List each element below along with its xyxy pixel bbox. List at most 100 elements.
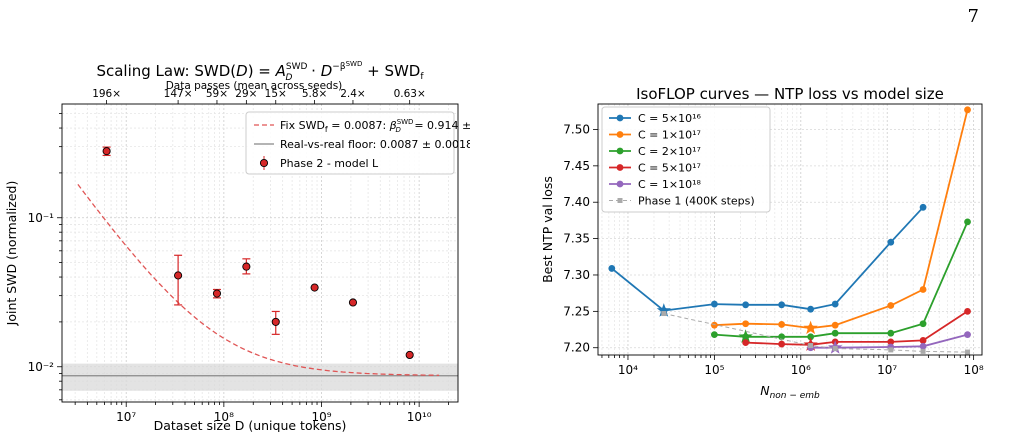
series-marker — [608, 265, 616, 272]
legend-series-label: Phase 2 - model L — [280, 157, 379, 170]
series-marker — [742, 320, 750, 328]
data-point — [405, 350, 414, 360]
series-marker — [808, 343, 814, 349]
y-tick-label: 10⁻² — [28, 360, 55, 374]
legend-box — [601, 106, 771, 213]
top-tick-label: 15× — [265, 88, 287, 100]
data-point — [102, 146, 111, 157]
series-marker — [831, 300, 839, 308]
series-marker — [742, 301, 750, 309]
top-tick-label: 196× — [92, 88, 121, 100]
series-line — [745, 310, 968, 346]
x-tick-label: 10⁴ — [618, 363, 638, 377]
legend-floor-label: Real-vs-real floor: 0.0087 ± 0.0018 — [280, 138, 470, 151]
legend-label: Phase 1 (400K steps) — [638, 195, 755, 208]
y-tick-label: 7.30 — [563, 268, 590, 282]
series-marker — [888, 347, 894, 353]
plot-frame — [61, 103, 459, 403]
x-axis-label: Dataset size D (unique tokens) — [154, 418, 347, 432]
page-number: 7 — [967, 6, 979, 27]
series-marker — [710, 300, 718, 308]
series-marker — [778, 301, 786, 309]
legend-swatch-marker — [616, 164, 624, 171]
y-tick-label: 7.45 — [563, 159, 590, 173]
series-marker — [919, 203, 927, 211]
top-tick-label: 0.63× — [394, 88, 426, 100]
legend-label: C = 5×10¹⁷ — [638, 162, 701, 175]
series — [661, 311, 971, 355]
series-marker — [920, 348, 926, 354]
series-line — [611, 206, 924, 312]
legend-label: C = 2×10¹⁷ — [638, 145, 701, 158]
legend-label: C = 1×10¹⁷ — [638, 129, 701, 142]
legend-label: C = 5×10¹⁶ — [638, 112, 702, 125]
top-tick-label: 59× — [206, 88, 228, 100]
series — [710, 218, 971, 343]
series-marker — [964, 106, 971, 114]
point-marker — [212, 289, 222, 298]
data-point — [242, 258, 251, 275]
top-tick-label: 5.8× — [302, 88, 328, 100]
point-marker — [405, 350, 414, 360]
x-tick-label: 10¹⁰ — [407, 410, 432, 424]
series-marker — [965, 349, 971, 355]
y-tick-label: 7.20 — [563, 341, 590, 355]
series-marker — [964, 218, 971, 226]
floor-band — [62, 363, 458, 391]
x-axis-label: Nnon − emb — [760, 383, 820, 401]
chart-title: Scaling Law: SWD(D) = ASWD D · D−βSWD + S… — [96, 60, 424, 83]
data-point — [310, 283, 319, 292]
series-marker — [831, 329, 839, 337]
series-marker — [710, 321, 718, 329]
legend-swatch-marker — [617, 198, 623, 203]
series-marker — [887, 329, 895, 337]
top-tick-label: 2.4× — [340, 88, 366, 100]
data-point — [348, 298, 358, 307]
y-axis-label: Joint SWD (normalized) — [4, 181, 19, 327]
series-marker — [887, 338, 895, 346]
top-axis-label: Data passes (mean across seeds) — [166, 80, 343, 92]
fit-curve — [77, 184, 440, 376]
x-tick-label: 10⁹ — [311, 410, 331, 424]
data-point — [174, 254, 183, 306]
series-line — [714, 221, 969, 338]
top-tick-label: 29× — [235, 88, 257, 100]
y-axis-label: Best NTP val loss — [540, 176, 555, 283]
x-tick-label: 10⁷ — [116, 410, 136, 424]
legend-label: C = 1×10¹⁸ — [638, 178, 702, 191]
y-tick-label: 7.40 — [563, 195, 590, 209]
series — [742, 307, 971, 351]
series-marker — [742, 339, 750, 347]
series-marker — [832, 345, 838, 351]
series — [608, 203, 927, 317]
legend-swatch-marker — [616, 131, 624, 138]
series-marker — [887, 302, 895, 309]
data-point — [212, 288, 222, 299]
series-marker — [661, 311, 667, 317]
isoflop-chart: 10⁴ 10⁵ 10⁶ 10⁷ 10⁸ 7.20 7.25 7.30 7.35 7.40 7.45 7… — [540, 85, 984, 401]
legend-series-marker — [259, 158, 269, 168]
optimum-star — [738, 329, 753, 343]
top-tick-label: 147× — [164, 88, 193, 100]
x-tick-label: 10⁸ — [964, 363, 984, 377]
series-marker — [807, 333, 815, 341]
series-marker — [831, 321, 839, 329]
point-marker — [242, 262, 251, 271]
y-tick-label: 7.50 — [563, 122, 590, 136]
chart-title: IsoFLOP curves — NTP loss vs model size — [636, 85, 944, 103]
series-marker — [964, 307, 971, 315]
x-tick-label: 10⁸ — [214, 410, 234, 424]
point-marker — [348, 298, 358, 307]
series-marker — [919, 286, 927, 293]
series-marker — [919, 337, 927, 344]
y-tick-label: 7.25 — [563, 304, 590, 318]
point-marker — [102, 147, 111, 156]
point-marker — [174, 271, 183, 280]
series-marker — [964, 331, 971, 339]
legend: C = 5×10¹⁶ C = 1×10¹⁷ C = 2×10¹⁷ C = 5×10¹⁷… — [601, 106, 771, 213]
series-marker — [778, 321, 786, 328]
legend-swatch-marker — [616, 180, 624, 188]
point-marker — [271, 317, 280, 326]
